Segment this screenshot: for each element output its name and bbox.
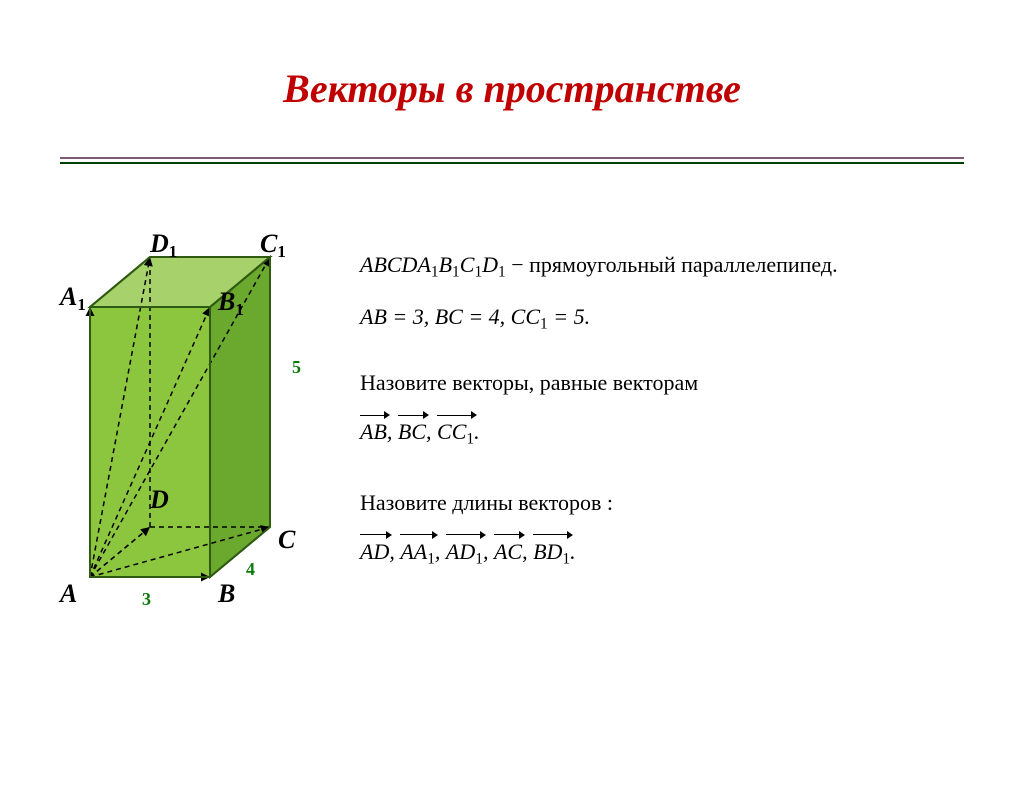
label-C: C: [278, 525, 295, 555]
dim-bc: 4: [246, 559, 255, 580]
ad1-text: AD: [446, 539, 475, 564]
comma: ,: [435, 539, 446, 564]
l1a: ABCDA: [360, 252, 431, 277]
parallelepiped-diagram: A B C D A1 B1 C1 D1 3 4 5: [60, 207, 340, 627]
dim-cc1: 5: [292, 357, 301, 378]
page-title: Векторы в пространстве: [0, 27, 1024, 130]
comma: ,: [426, 419, 437, 444]
l2: AB = 3, BC = 4, CC: [360, 304, 540, 329]
comma: ,: [522, 539, 533, 564]
label-D1: D1: [150, 229, 177, 262]
sub: 1: [431, 263, 439, 280]
label-A: A: [60, 579, 77, 609]
aa1-text: AA: [400, 539, 427, 564]
l2b: = 5.: [548, 304, 590, 329]
vec-AD1: AD1: [446, 534, 483, 572]
vec-CC1: CC1: [437, 414, 474, 452]
problem-line-3: Назовите векторы, равные векторам: [360, 365, 1000, 400]
vec-AD: AD: [360, 534, 389, 569]
sub: 1: [474, 263, 482, 280]
problem-text: ABCDA1B1C1D1 − прямоугольный параллелепи…: [360, 247, 1000, 586]
bd1-text: BD: [533, 539, 562, 564]
label-D: D: [150, 485, 169, 515]
sub: 1: [562, 551, 570, 568]
problem-line-4: AB, BC, CC1.: [360, 414, 1000, 452]
problem-line-6: AD, AA1, AD1, AC, BD1.: [360, 534, 1000, 572]
sub: 1: [540, 316, 548, 333]
l1d: D: [482, 252, 498, 277]
title-rule: [60, 157, 964, 167]
cc1-text: CC: [437, 419, 466, 444]
comma: ,: [387, 419, 398, 444]
period: .: [474, 419, 480, 444]
rule-top: [60, 157, 964, 159]
vec-BD1: BD1: [533, 534, 570, 572]
label-B: B: [218, 579, 235, 609]
comma: ,: [389, 539, 400, 564]
problem-line-1: ABCDA1B1C1D1 − прямоугольный параллелепи…: [360, 247, 1000, 285]
period: .: [570, 539, 576, 564]
vec-BC: BC: [398, 414, 426, 449]
sub: 1: [452, 263, 460, 280]
dim-ab: 3: [142, 589, 151, 610]
sub: 1: [466, 431, 474, 448]
sub: 1: [427, 551, 435, 568]
l1b: B: [439, 252, 452, 277]
vec-AA1: AA1: [400, 534, 435, 572]
label-C1: C1: [260, 229, 286, 262]
vec-AC: AC: [494, 534, 522, 569]
l1c: C: [460, 252, 475, 277]
sub: 1: [475, 551, 483, 568]
problem-line-2: AB = 3, BC = 4, CC1 = 5.: [360, 299, 1000, 337]
label-A1: A1: [60, 282, 86, 315]
rule-bottom: [60, 162, 964, 164]
l1e: − прямоугольный параллелепипед.: [506, 252, 838, 277]
label-B1: B1: [218, 287, 244, 320]
comma: ,: [483, 539, 494, 564]
problem-line-5: Назовите длины векторов :: [360, 485, 1000, 520]
vec-AB: AB: [360, 414, 387, 449]
sub: 1: [498, 263, 506, 280]
